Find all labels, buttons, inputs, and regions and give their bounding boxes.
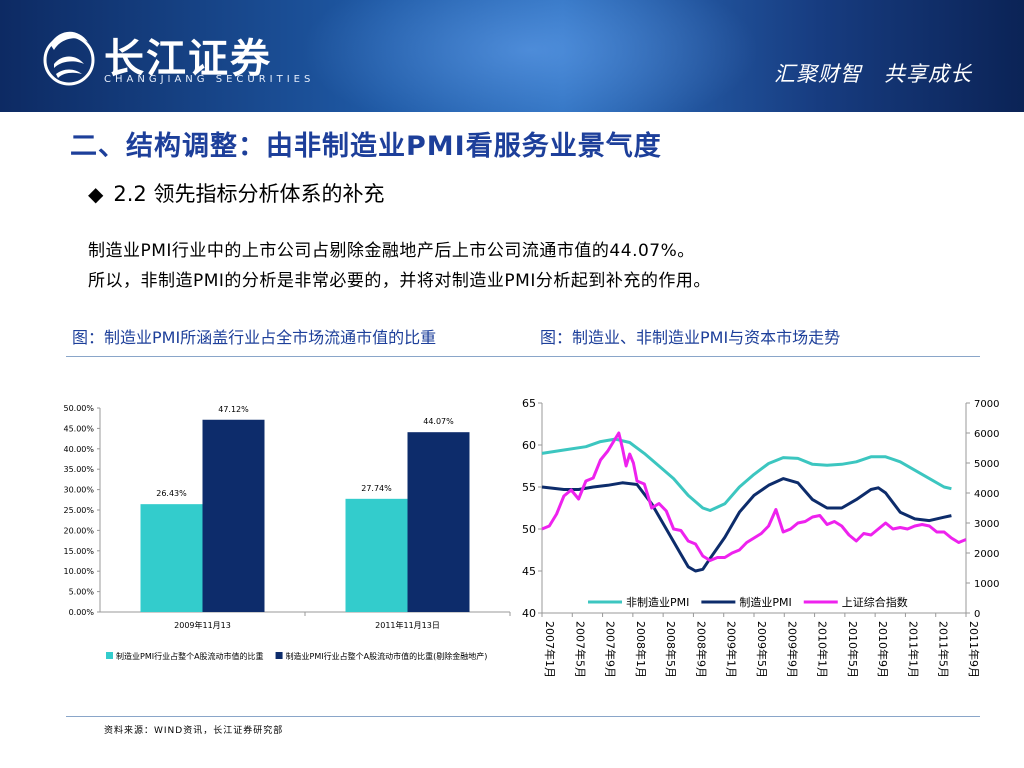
y-tick-label: 30.00% [63,486,94,495]
legend-label: 非制造业PMI [626,595,689,609]
right-tick-label: 4000 [974,489,999,500]
x-tick-label: 2009年9月 [785,621,799,678]
x-tick-label: 2009年5月 [755,621,769,678]
company-name: 长江证券 [104,36,272,82]
section-subtitle: ◆ 2.2 领先指标分析体系的补充 [88,178,384,208]
source-note: 资料来源：WIND资讯，长江证券研究部 [104,726,284,736]
right-tick-label: 3000 [974,519,999,530]
footer-divider [66,716,980,717]
x-tick-label: 2011年9月 [967,621,981,678]
x-tick-label: 2008年5月 [664,621,678,678]
header-banner: 长江证券 CHANGJIANG SECURITIES 汇聚财智 共享成长 [0,0,1024,112]
slogan: 汇聚财智 共享成长 [774,62,972,86]
bar [407,432,470,612]
paragraph-1: 制造业PMI行业中的上市公司占剔除金融地产后上市公司流通市值的44.07%。 [88,241,695,261]
bar-data-label: 27.74% [361,484,392,493]
caption-right: 图：制造业、非制造业PMI与资本市场走势 [540,328,841,347]
bar-data-label: 26.43% [156,489,187,498]
x-tick-label: 2007年9月 [604,621,618,678]
series-line [541,477,952,573]
legend-label: 制造业PMI行业占整个A股流动市值的比重(剔除金融地产) [286,651,488,661]
x-tick-label: 2007年5月 [573,621,587,678]
y-tick-label: 20.00% [63,526,94,535]
caption-left: 图：制造业PMI所涵盖行业占全市场流通市值的比重 [72,328,437,347]
y-tick-label: 35.00% [63,465,94,474]
x-tick-label: 2011年5月 [937,621,951,678]
left-tick-label: 45 [522,565,536,578]
series-line [541,437,952,512]
left-tick-label: 55 [522,481,536,494]
x-category-label: 2011年11月13日 [375,620,440,630]
y-tick-label: 5.00% [69,588,95,597]
right-tick-label: 7000 [974,399,999,410]
series-line [541,431,967,562]
y-tick-label: 50.00% [63,404,94,413]
bar [345,498,408,612]
paragraph-2: 所以，非制造PMI的分析是非常必要的，并将对制造业PMI分析起到补充的作用。 [88,271,711,291]
banner-glow [300,0,760,112]
line-chart-svg: 40 45 50 55 60 65 0 1000 2000 3000 4000 5000 6000 700… [522,397,999,678]
company-name-latin: CHANGJIANG SECURITIES [104,74,315,85]
y-tick-label: 45.00% [63,424,94,433]
bar [140,504,203,612]
bar-chart: 0.00% 5.00% 10.00% 15.00% 20.00% 25.00% 30.00%… [40,390,530,680]
right-tick-label: 0 [974,609,980,620]
logo-icon [43,31,95,86]
right-tick-label: 5000 [974,459,999,470]
x-tick-label: 2009年1月 [725,621,739,678]
left-tick-label: 50 [522,523,536,536]
right-tick-label: 6000 [974,429,999,440]
x-category-label: 2009年11月13 [174,620,231,630]
x-tick-label: 2011年1月 [906,621,920,678]
bar-data-label: 44.07% [423,417,454,426]
y-tick-label: 25.00% [63,506,94,515]
caption-divider [66,356,980,357]
page-title: 二、结构调整：由非制造业PMI看服务业景气度 [70,131,662,162]
x-tick-label: 2010年5月 [846,621,860,678]
y-tick-label: 10.00% [63,567,94,576]
section-subtitle-text: 2.2 领先指标分析体系的补充 [113,182,385,206]
legend-label: 上证综合指数 [842,595,908,609]
bar-data-label: 47.12% [218,405,249,414]
y-tick-label: 0.00% [69,608,95,617]
legend-label: 制造业PMI [739,595,791,609]
bar [202,419,265,612]
left-tick-label: 60 [522,439,536,452]
legend-background [582,590,952,610]
x-tick-label: 2008年1月 [634,621,648,678]
x-tick-label: 2007年1月 [543,621,557,678]
left-tick-label: 65 [522,397,536,410]
line-chart: 40 45 50 55 60 65 0 1000 2000 3000 4000 5000 6000 700… [500,390,1020,720]
legend-swatch [106,652,113,659]
x-tick-label: 2010年1月 [816,621,830,678]
bar-chart-svg: 0.00% 5.00% 10.00% 15.00% 20.00% 25.00% 30.00%… [63,404,511,661]
legend-swatch [275,652,283,659]
diamond-bullet-icon: ◆ [88,182,104,206]
right-tick-label: 2000 [974,549,999,560]
left-tick-label: 40 [522,607,536,620]
legend-label: 制造业PMI行业占整个A股流动市值的比重 [116,651,264,661]
x-tick-label: 2008年9月 [694,621,708,678]
right-tick-label: 1000 [974,579,999,590]
y-tick-label: 40.00% [63,445,94,454]
y-tick-label: 15.00% [63,547,94,556]
x-tick-label: 2010年9月 [876,621,890,678]
